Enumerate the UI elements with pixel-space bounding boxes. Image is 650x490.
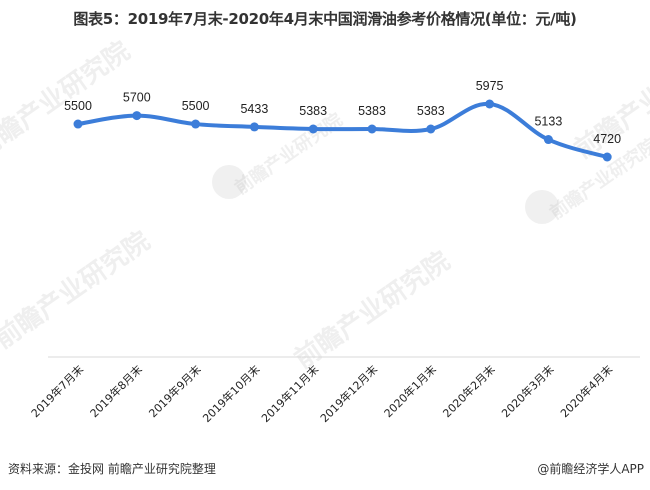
data-point-marker	[249, 122, 259, 132]
credit-note: @前瞻经济学人APP	[537, 462, 644, 476]
chart-title: 图表5：2019年7月末-2020年4月末中国润滑油参考价格情况(单位：元/吨)	[73, 10, 577, 28]
source-note: 资料来源：金投网 前瞻产业研究院整理	[8, 462, 216, 476]
data-value-label: 5700	[123, 91, 151, 105]
series-line	[76, 101, 610, 159]
x-axis-tick-label: 2020年3月末	[499, 362, 557, 420]
data-value-label: 5433	[240, 102, 268, 116]
x-axis-tick-label: 2020年4月末	[557, 362, 615, 420]
data-value-label: 5975	[476, 79, 504, 93]
data-value-label: 4720	[593, 132, 621, 146]
data-value-label: 5383	[417, 104, 445, 118]
x-axis-tick-label: 2019年7月末	[28, 362, 86, 420]
data-point-marker	[543, 135, 553, 145]
data-point-marker	[602, 152, 612, 162]
data-markers	[73, 99, 612, 162]
data-point-marker	[132, 111, 142, 121]
data-value-label: 5383	[299, 104, 327, 118]
data-value-label: 5133	[534, 115, 562, 129]
data-point-marker	[426, 124, 436, 134]
x-axis-tick-label: 2019年11月末	[258, 362, 321, 425]
x-axis-tick-label: 2019年12月末	[317, 362, 380, 425]
data-point-marker	[308, 124, 318, 134]
x-axis-tick-label: 2019年8月末	[87, 362, 145, 420]
x-axis-tick-label: 2020年2月末	[440, 362, 498, 420]
data-value-label: 5500	[182, 99, 210, 113]
data-labels: 5500 5700 5500 5433 5383 5383 5383 5975 5133 4720	[64, 79, 621, 146]
data-point-marker	[73, 119, 83, 129]
x-axis-tick-label: 2019年9月末	[146, 362, 204, 420]
data-point-marker	[485, 99, 495, 109]
x-axis-labels: 2019年7月末 2019年8月末 2019年9月末2019年10月末2019年11…	[28, 362, 615, 425]
data-point-marker	[191, 119, 201, 129]
data-value-label: 5383	[358, 104, 386, 118]
x-axis-tick-label: 2020年1月末	[381, 362, 439, 420]
data-point-marker	[367, 124, 377, 134]
data-value-label: 5500	[64, 99, 92, 113]
x-axis-tick-label: 2019年10月末	[200, 362, 263, 425]
